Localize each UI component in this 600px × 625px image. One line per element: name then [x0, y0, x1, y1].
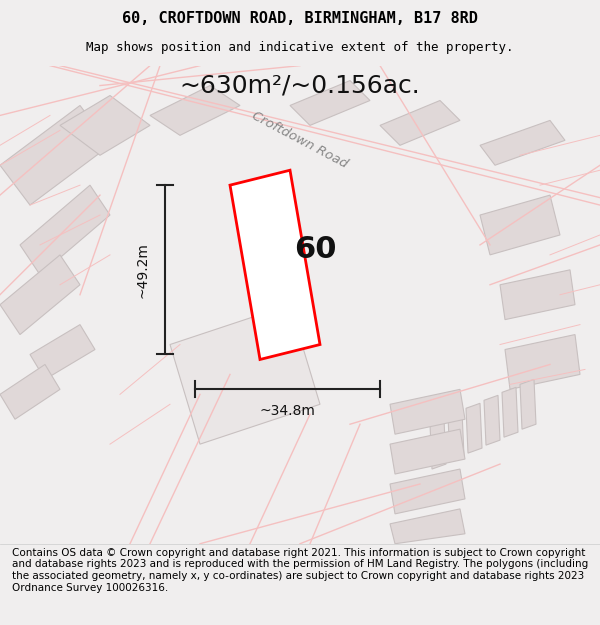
Polygon shape: [520, 379, 536, 429]
Polygon shape: [390, 429, 465, 474]
Text: ~630m²/~0.156ac.: ~630m²/~0.156ac.: [179, 74, 421, 98]
Polygon shape: [448, 411, 464, 461]
Polygon shape: [0, 255, 80, 334]
Text: ~34.8m: ~34.8m: [260, 404, 316, 418]
Text: Contains OS data © Crown copyright and database right 2021. This information is : Contains OS data © Crown copyright and d…: [12, 548, 588, 592]
Polygon shape: [484, 396, 500, 445]
Polygon shape: [505, 334, 580, 389]
Text: Map shows position and indicative extent of the property.: Map shows position and indicative extent…: [86, 41, 514, 54]
Text: ~49.2m: ~49.2m: [136, 242, 150, 298]
Polygon shape: [170, 304, 320, 444]
Polygon shape: [390, 469, 465, 514]
Polygon shape: [30, 324, 95, 379]
Polygon shape: [20, 185, 110, 275]
Polygon shape: [0, 106, 110, 205]
Polygon shape: [0, 364, 60, 419]
Polygon shape: [380, 101, 460, 145]
Text: 60, CROFTDOWN ROAD, BIRMINGHAM, B17 8RD: 60, CROFTDOWN ROAD, BIRMINGHAM, B17 8RD: [122, 11, 478, 26]
Polygon shape: [150, 86, 240, 136]
Polygon shape: [390, 509, 465, 544]
Text: Croftdown Road: Croftdown Road: [250, 109, 350, 171]
Polygon shape: [480, 195, 560, 255]
Polygon shape: [290, 81, 370, 126]
Polygon shape: [230, 170, 320, 359]
Polygon shape: [430, 419, 446, 469]
Polygon shape: [480, 121, 565, 165]
Text: 60: 60: [294, 236, 336, 264]
Polygon shape: [60, 96, 150, 155]
Polygon shape: [466, 403, 482, 453]
Polygon shape: [500, 270, 575, 319]
Polygon shape: [502, 388, 518, 437]
Polygon shape: [390, 389, 465, 434]
